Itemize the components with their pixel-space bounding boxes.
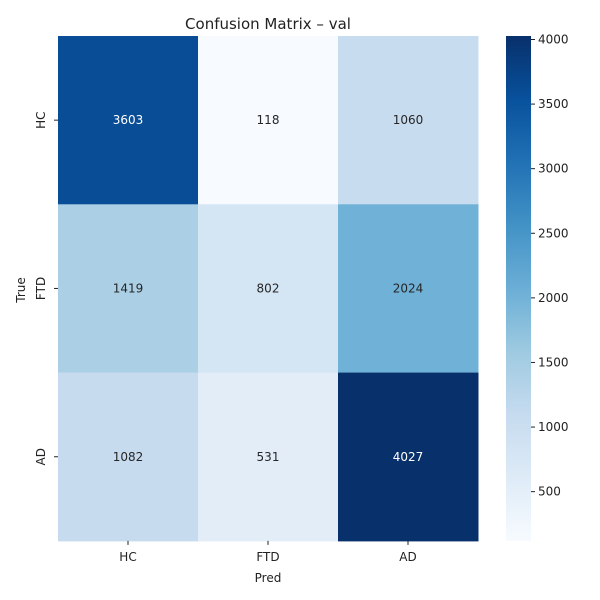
heatmap-cell <box>338 36 479 205</box>
heatmap-cells: 3603 118 1060 1419 802 2024 1082 531 4027 <box>58 36 479 542</box>
colorbar-tick-label: 500 <box>538 485 561 499</box>
cell-value-label: 4027 <box>393 450 424 464</box>
cell-value-label: 2024 <box>393 281 424 295</box>
cell-value-label: 802 <box>257 281 280 295</box>
cell-value-label: 531 <box>257 450 280 464</box>
chart-title: Confusion Matrix – val <box>185 15 351 33</box>
y-tick-label: HC <box>34 111 48 128</box>
heatmap-cell <box>338 204 479 374</box>
heatmap-cell <box>58 372 199 542</box>
heatmap-cell <box>198 36 339 205</box>
colorbar-ticks: 500 1000 1500 2000 2500 3000 3500 4000 <box>531 32 569 499</box>
y-tick-label: FTD <box>34 277 48 300</box>
cell-value-label: 1082 <box>113 450 144 464</box>
colorbar-gradient <box>506 36 531 541</box>
colorbar-tick-label: 3000 <box>538 162 569 176</box>
x-axis: HC FTD AD <box>119 540 417 564</box>
cell-value-label: 1419 <box>113 281 144 295</box>
colorbar-tick-label: 3500 <box>538 97 569 111</box>
x-axis-label: Pred <box>255 571 282 585</box>
cell-value-label: 1060 <box>393 113 424 127</box>
y-axis: HC FTD AD <box>34 111 58 465</box>
heatmap-cell <box>338 372 479 542</box>
heatmap-cell <box>58 204 199 374</box>
colorbar-tick-label: 1000 <box>538 420 569 434</box>
colorbar-tick-label: 2000 <box>538 291 569 305</box>
heatmap-cell <box>58 36 199 205</box>
x-tick-label: HC <box>119 550 136 564</box>
cell-value-label: 118 <box>257 113 280 127</box>
y-tick-label: AD <box>34 448 48 465</box>
colorbar-tick-label: 2500 <box>538 226 569 240</box>
heatmap-cell <box>198 372 339 542</box>
x-tick-label: AD <box>399 550 416 564</box>
y-axis-label: True <box>14 277 28 304</box>
heatmap-cell <box>198 204 339 374</box>
cell-value-label: 3603 <box>113 113 144 127</box>
colorbar-tick-label: 4000 <box>538 32 569 46</box>
colorbar <box>506 36 531 541</box>
x-tick-label: FTD <box>256 550 279 564</box>
colorbar-tick-label: 1500 <box>538 355 569 369</box>
